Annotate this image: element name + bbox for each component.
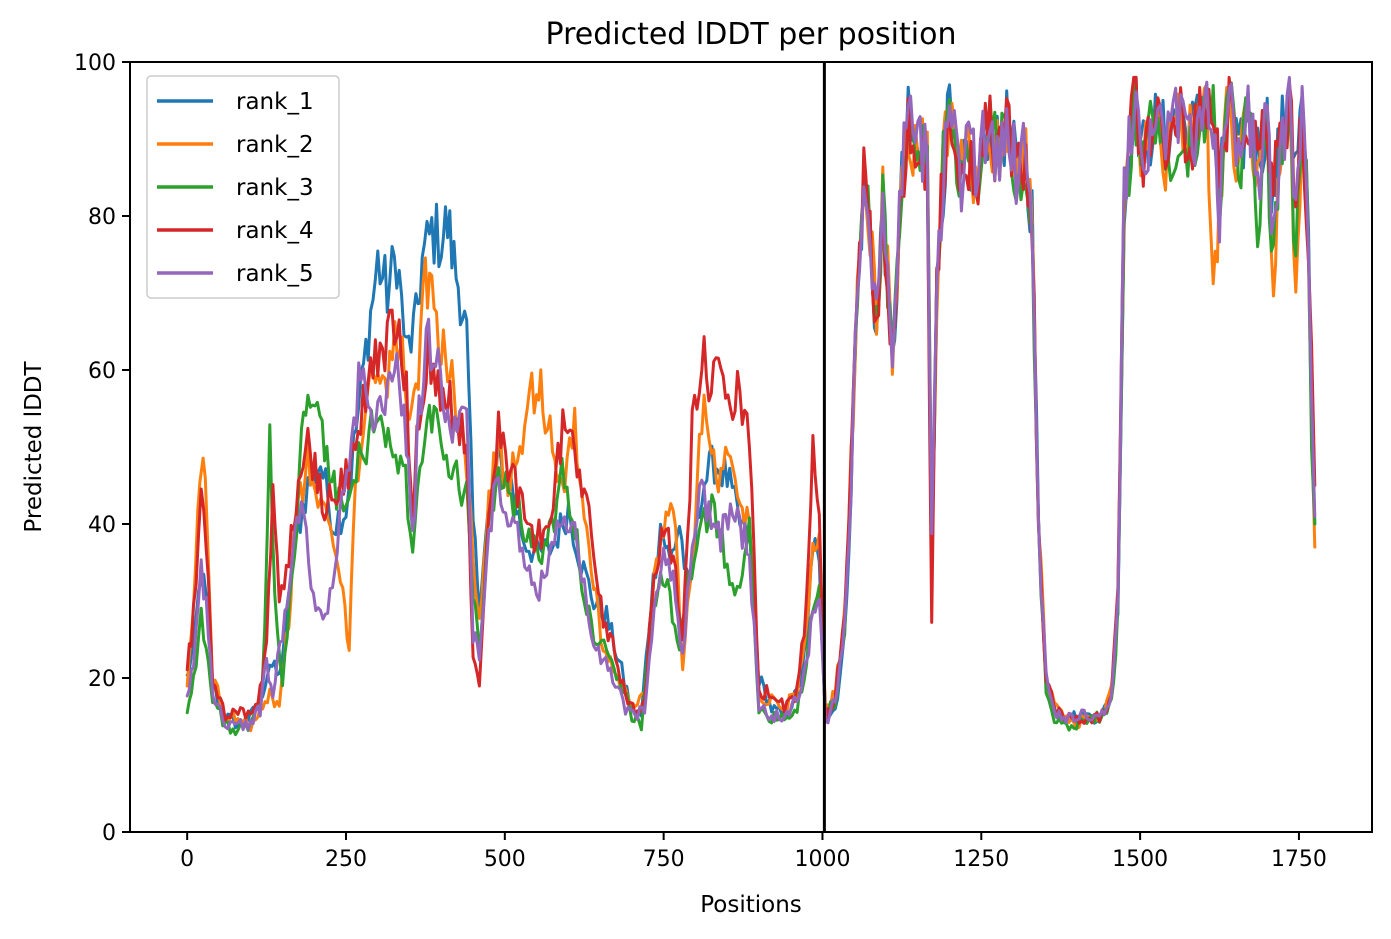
legend-label-rank_1: rank_1 — [236, 89, 314, 115]
y-tick-label: 20 — [88, 667, 116, 692]
chart-title: Predicted lDDT per position — [546, 17, 957, 52]
y-tick-label: 100 — [74, 51, 116, 76]
legend-label-rank_5: rank_5 — [236, 261, 314, 287]
series-line-rank_5 — [185, 75, 1317, 732]
x-tick-label: 250 — [325, 847, 367, 872]
y-tick-label: 60 — [88, 359, 116, 384]
legend-frame — [146, 75, 340, 299]
series-line-rank_3 — [185, 75, 1317, 737]
legend: rank_1 rank_2 rank_3 rank_4 rank_5 — [146, 75, 340, 299]
legend-label-rank_4: rank_4 — [236, 218, 314, 244]
x-tick-label: 500 — [484, 847, 526, 872]
legend-label-rank_2: rank_2 — [236, 132, 314, 158]
x-tick-label: 1500 — [1112, 847, 1168, 872]
legend-items: rank_1 rank_2 rank_3 rank_4 rank_5 — [157, 89, 314, 287]
x-tick-label: 1250 — [953, 847, 1009, 872]
series-lines — [185, 75, 1317, 737]
x-tick-label: 0 — [180, 847, 194, 872]
y-axis-ticks: 0 20 40 60 80 100 — [74, 51, 130, 846]
legend-label-rank_3: rank_3 — [236, 175, 314, 201]
x-tick-label: 1000 — [794, 847, 850, 872]
y-tick-label: 40 — [88, 513, 116, 538]
x-axis-ticks: 0 250 500 750 1000 1250 1500 1750 — [180, 832, 1327, 872]
y-tick-label: 80 — [88, 205, 116, 230]
x-tick-label: 750 — [643, 847, 685, 872]
x-axis-label: Positions — [700, 892, 802, 918]
x-tick-label: 1750 — [1271, 847, 1327, 872]
y-axis-label: Predicted lDDT — [21, 360, 47, 532]
series-line-rank_1 — [185, 75, 1317, 730]
plot-area-frame — [129, 61, 1373, 833]
y-tick-label: 0 — [102, 821, 116, 846]
